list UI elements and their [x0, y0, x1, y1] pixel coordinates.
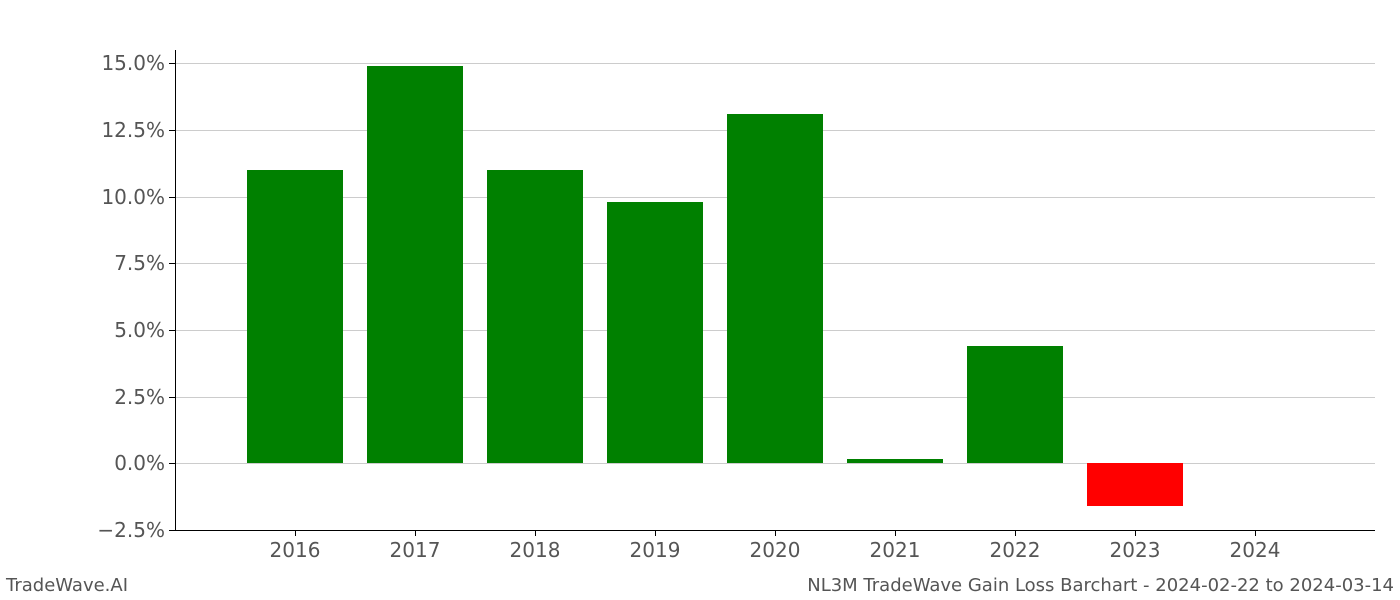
- y-axis-line: [175, 50, 176, 530]
- y-tick-label: 7.5%: [114, 251, 165, 275]
- plot-area: −2.5%0.0%2.5%5.0%7.5%10.0%12.5%15.0%2016…: [175, 50, 1375, 530]
- footer-brand: TradeWave.AI: [6, 575, 128, 596]
- y-tick-label: 10.0%: [101, 185, 165, 209]
- bar: [487, 170, 583, 463]
- x-axis-line: [175, 530, 1375, 531]
- x-tick-label: 2024: [1230, 538, 1281, 562]
- gridline: [175, 63, 1375, 64]
- y-tick-label: −2.5%: [97, 518, 165, 542]
- y-tick-label: 15.0%: [101, 51, 165, 75]
- x-tick-label: 2021: [870, 538, 921, 562]
- x-tick-label: 2023: [1110, 538, 1161, 562]
- bar: [847, 459, 943, 463]
- bar: [967, 346, 1063, 463]
- y-tick-label: 0.0%: [114, 451, 165, 475]
- bar: [727, 114, 823, 463]
- footer-caption: NL3M TradeWave Gain Loss Barchart - 2024…: [807, 575, 1394, 596]
- chart-container: −2.5% 0.0% 2.5% 5.0% 7.5% 10.0% 12.5% 15.0% 2016…: [0, 0, 1400, 600]
- bar: [247, 170, 343, 463]
- x-tick-label: 2020: [750, 538, 801, 562]
- y-tick-label: 2.5%: [114, 385, 165, 409]
- x-tick-label: 2017: [390, 538, 441, 562]
- gridline: [175, 463, 1375, 464]
- bar: [367, 66, 463, 463]
- x-tick-label: 2019: [630, 538, 681, 562]
- x-tick-label: 2018: [510, 538, 561, 562]
- x-tick-label: 2022: [990, 538, 1041, 562]
- y-tick-label: 5.0%: [114, 318, 165, 342]
- bar: [607, 202, 703, 463]
- y-tick-label: 12.5%: [101, 118, 165, 142]
- bar: [1087, 463, 1183, 506]
- x-tick-label: 2016: [270, 538, 321, 562]
